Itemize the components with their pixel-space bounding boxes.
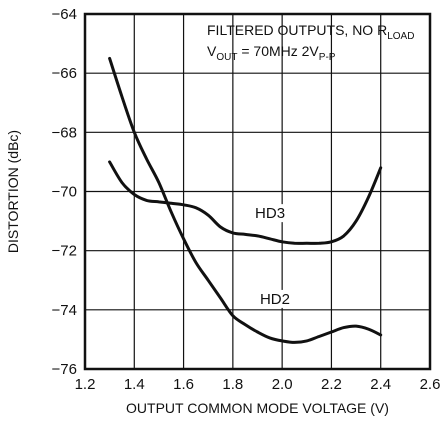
y-tick-label: −70 <box>52 184 77 201</box>
series-line-hd2 <box>108 56 383 344</box>
annotation-box: FILTERED OUTPUTS, NO RLOAD VOUT = 70MHz … <box>207 22 414 63</box>
y-tick-label: −64 <box>52 6 77 23</box>
x-tick-label: 1.8 <box>222 376 243 393</box>
series-label-hd2: HD2 <box>260 291 290 308</box>
y-tick-label: −68 <box>52 124 77 141</box>
series-label-hd3: HD3 <box>255 205 285 222</box>
x-tick-label: 2.2 <box>321 376 342 393</box>
annotation-line-1: FILTERED OUTPUTS, NO RLOAD <box>207 22 414 42</box>
x-tick-label: 2.4 <box>370 376 391 393</box>
y-tick-label: −72 <box>52 243 77 260</box>
y-tick-label: −66 <box>52 65 77 82</box>
x-tick-label: 1.2 <box>75 376 96 393</box>
grid <box>84 13 431 370</box>
y-tick-label: −74 <box>52 302 77 319</box>
x-tick-label: 2.0 <box>272 376 293 393</box>
x-tick-label: 1.6 <box>173 376 194 393</box>
axis-ticks: 1.2 1.4 1.6 1.8 2.0 2.2 2.4 2.6 −76 −74 −72 −70 −68 −… <box>52 6 440 393</box>
series-label-bg <box>252 204 291 223</box>
annotation-line-2: VOUT = 70MHz 2VP-P <box>207 43 336 63</box>
x-tick-label: 1.4 <box>124 376 145 393</box>
x-axis-title: OUTPUT COMMON MODE VOLTAGE (V) <box>126 400 389 416</box>
series-lines: HD2 HD3 <box>108 56 383 344</box>
x-tick-label: 2.6 <box>420 376 440 393</box>
series-line-hd3 <box>108 160 383 245</box>
y-tick-label: −76 <box>52 361 77 378</box>
y-axis-title: DISTORTION (dBc) <box>5 130 21 253</box>
plot-area-frame <box>83 12 432 371</box>
series-label-bg <box>256 289 295 308</box>
